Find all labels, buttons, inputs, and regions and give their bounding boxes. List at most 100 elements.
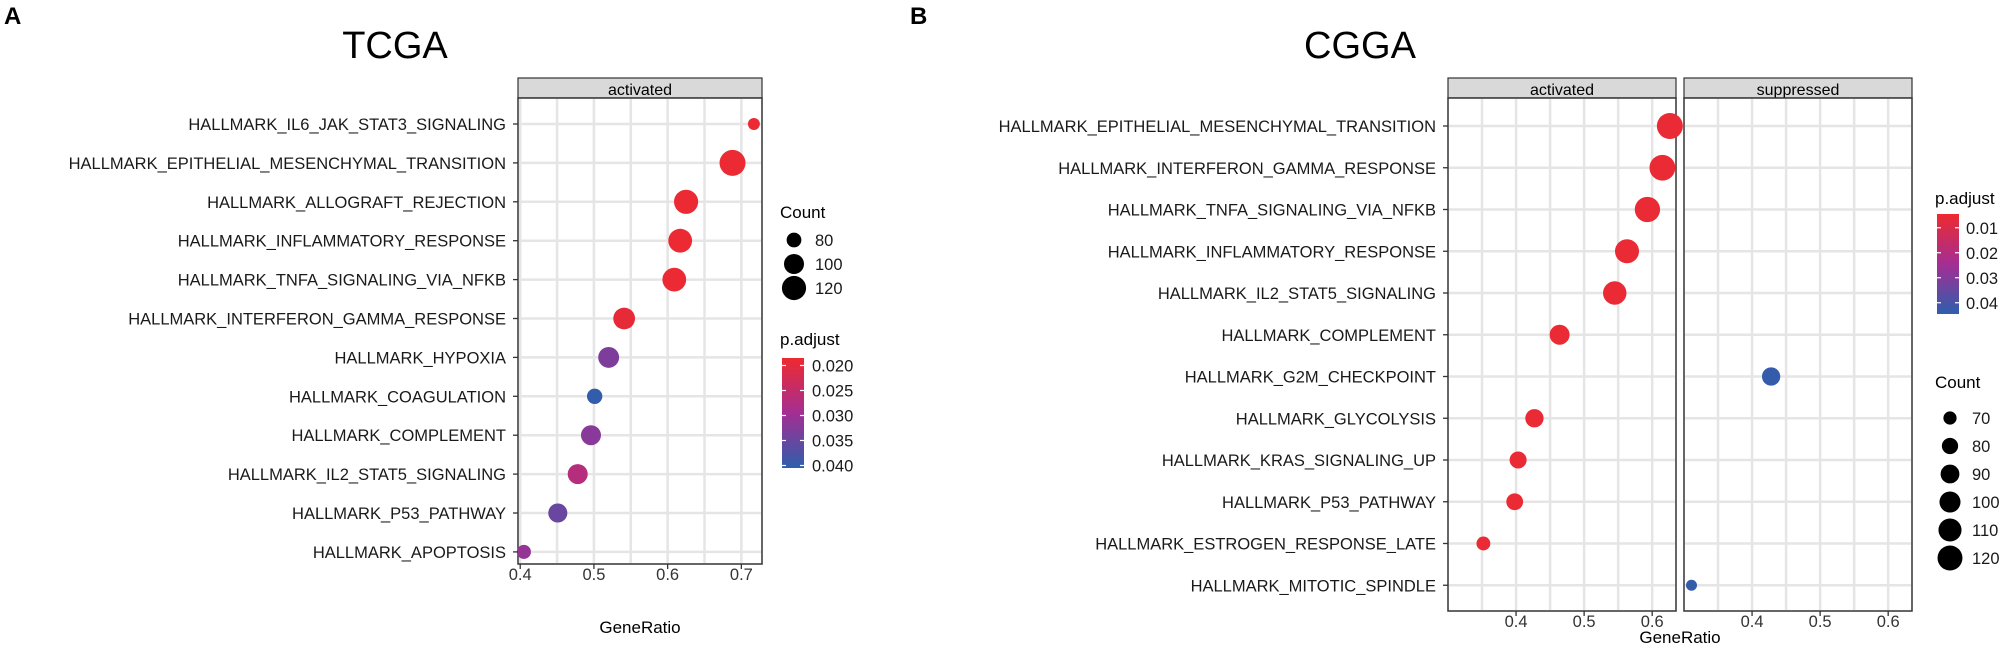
data-point: [747, 118, 760, 130]
y-tick-label: HALLMARK_INFLAMMATORY_RESPONSE: [178, 233, 506, 251]
legend-count-label: 80: [815, 232, 833, 250]
y-tick-label: HALLMARK_P53_PATHWAY: [1222, 494, 1436, 512]
points-a: [516, 118, 760, 559]
colorbar-b: [1937, 214, 1959, 314]
data-point: [1476, 536, 1491, 551]
x-tick-label: 0.5: [1573, 613, 1596, 631]
legend-count-label: 100: [1972, 494, 2000, 512]
y-tick-label: HALLMARK_ALLOGRAFT_REJECTION: [207, 194, 506, 212]
data-point: [580, 425, 601, 446]
x-axis-title-a: GeneRatio: [599, 618, 680, 637]
y-tick-label: HALLMARK_INFLAMMATORY_RESPONSE: [1108, 243, 1436, 261]
legend-count-b: Count 70 80 90 100 110 120: [1935, 373, 2000, 571]
x-tick-label: 0.7: [730, 566, 753, 584]
legend-padjust-b: p.adjust 0.01 0.02 0.03 0.04: [1935, 189, 1998, 314]
panel-label-b: B: [910, 3, 927, 30]
y-tick-label: HALLMARK_COAGULATION: [289, 388, 506, 406]
data-point: [673, 189, 699, 214]
y-tick-label: HALLMARK_COMPLEMENT: [291, 427, 506, 445]
y-axis-b: HALLMARK_EPITHELIAL_MESENCHYMAL_TRANSITI…: [999, 118, 1448, 595]
plot-panel-a: [517, 97, 763, 565]
y-tick-label: HALLMARK_EPITHELIAL_MESENCHYMAL_TRANSITI…: [69, 155, 506, 173]
data-point: [613, 307, 636, 330]
legend-padjust-a: p.adjust 0.020 0.025 0.030 0.035 0.040: [780, 330, 853, 476]
legend-count-key: [1938, 518, 1962, 542]
legend-padjust-label: 0.035: [812, 433, 853, 451]
legend-count-title-a: Count: [780, 203, 826, 222]
chart-title-a: TCGA: [342, 25, 448, 67]
legend-count-key: [1943, 411, 1957, 425]
y-tick-label: HALLMARK_APOPTOSIS: [313, 544, 506, 562]
panel-b: B CGGA activated suppressed HALLMARK_EPI…: [910, 3, 2000, 647]
legend-count-label: 110: [1972, 522, 1998, 540]
legend-count-key: [1940, 464, 1960, 484]
data-point: [548, 503, 568, 523]
panel-label-a: A: [4, 3, 21, 30]
y-tick-label: HALLMARK_HYPOXIA: [335, 349, 506, 367]
legend-count-key: [1937, 545, 1963, 571]
legend-padjust-label: 0.020: [812, 358, 853, 376]
x-axis-title-b: GeneRatio: [1639, 628, 1720, 647]
points-b: [1476, 113, 1781, 591]
data-point: [598, 346, 620, 368]
y-tick-label: HALLMARK_P53_PATHWAY: [292, 505, 506, 523]
legend-count-key: [1939, 491, 1961, 513]
colorbar-a: [782, 358, 804, 468]
x-tick-label: 0.5: [582, 566, 605, 584]
data-point: [1509, 451, 1527, 469]
data-point: [567, 464, 588, 485]
data-point: [1525, 409, 1544, 428]
x-tick-label: 0.5: [1809, 613, 1832, 631]
data-point: [668, 228, 693, 253]
y-tick-label: HALLMARK_TNFA_SIGNALING_VIA_NFKB: [178, 272, 506, 290]
y-tick-label: HALLMARK_ESTROGEN_RESPONSE_LATE: [1095, 536, 1436, 554]
data-point: [1549, 324, 1570, 345]
chart-title-b: CGGA: [1304, 25, 1417, 67]
data-point: [1685, 579, 1697, 591]
legend-padjust-label: 0.025: [812, 383, 853, 401]
y-tick-label: HALLMARK_MITOTIC_SPINDLE: [1191, 577, 1436, 595]
y-tick-label: HALLMARK_IL2_STAT5_SIGNALING: [1158, 285, 1436, 303]
data-point: [662, 267, 687, 292]
panel-a: A TCGA activated HALLMARK_IL6_JAK_STAT3_…: [4, 3, 853, 637]
legend-padjust-label: 0.03: [1966, 270, 1998, 288]
data-point: [1656, 113, 1683, 139]
legend-padjust-label: 0.02: [1966, 245, 1998, 263]
y-tick-label: HALLMARK_IL2_STAT5_SIGNALING: [228, 466, 506, 484]
data-point: [586, 388, 603, 404]
y-tick-label: HALLMARK_KRAS_SIGNALING_UP: [1162, 452, 1436, 470]
y-tick-label: HALLMARK_IL6_JAK_STAT3_SIGNALING: [188, 116, 506, 134]
x-axis-b: 0.4 0.5 0.6 0.4 0.5 0.6: [1505, 611, 1900, 631]
x-tick-label: 0.6: [656, 566, 679, 584]
legend-padjust-title-a: p.adjust: [780, 330, 840, 349]
legend-count-key: [1941, 437, 1959, 455]
x-tick-label: 0.6: [1877, 613, 1900, 631]
y-tick-label: HALLMARK_EPITHELIAL_MESENCHYMAL_TRANSITI…: [999, 118, 1436, 136]
legend-padjust-title-b: p.adjust: [1935, 189, 1995, 208]
legend-count-title-b: Count: [1935, 373, 1981, 392]
plot-panel-b-activated: [1447, 97, 1677, 612]
legend-count-a: Count 80 100 120: [780, 203, 843, 301]
x-tick-label: 0.4: [1741, 613, 1764, 631]
data-point: [719, 149, 746, 176]
facet-label-b-suppressed: suppressed: [1757, 82, 1840, 99]
y-tick-label: HALLMARK_INTERFERON_GAMMA_RESPONSE: [1058, 160, 1436, 178]
legend-count-key: [786, 232, 802, 248]
legend-count-label: 70: [1972, 410, 1990, 428]
data-point: [1649, 154, 1676, 181]
facet-label-b-activated: activated: [1530, 82, 1594, 99]
x-tick-label: 0.4: [1505, 613, 1528, 631]
legend-count-label: 120: [815, 280, 843, 298]
data-point: [1614, 239, 1640, 264]
data-point: [516, 544, 531, 559]
data-point: [1603, 281, 1627, 305]
legend-padjust-label: 0.01: [1966, 220, 1998, 238]
legend-padjust-label: 0.030: [812, 408, 853, 426]
y-tick-label: HALLMARK_INTERFERON_GAMMA_RESPONSE: [128, 311, 506, 329]
legend-count-label: 100: [815, 256, 843, 274]
legend-count-key: [783, 253, 805, 275]
x-axis-a: 0.4 0.5 0.6 0.7: [509, 564, 753, 584]
x-tick-label: 0.6: [1641, 613, 1664, 631]
legend-count-label: 80: [1972, 438, 1990, 456]
